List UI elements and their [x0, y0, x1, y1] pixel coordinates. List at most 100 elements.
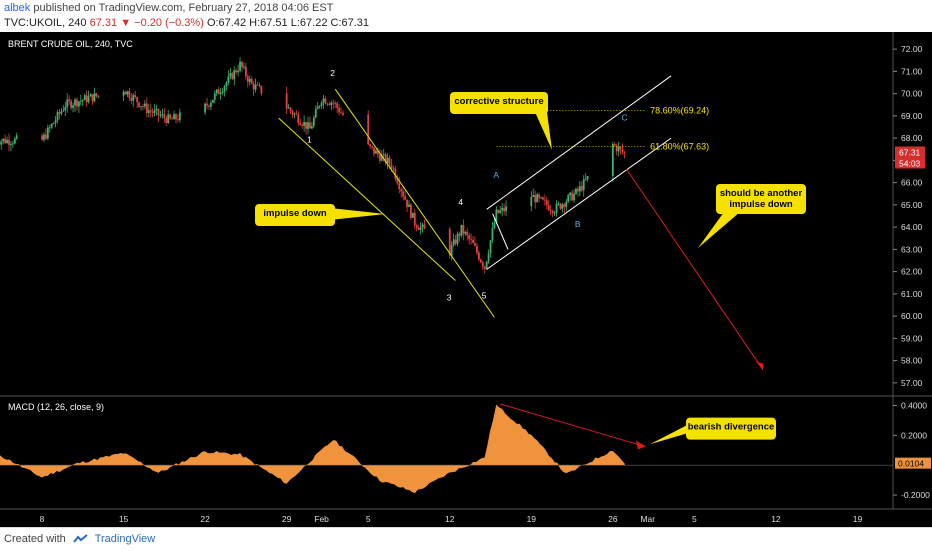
candle-body: [482, 262, 484, 266]
candle-body: [575, 189, 577, 194]
candle-body: [261, 86, 263, 94]
candle-body: [532, 195, 534, 197]
candle-body: [251, 79, 253, 84]
candle-body: [330, 103, 332, 105]
candle-body: [548, 205, 550, 210]
candle-body: [583, 179, 585, 190]
candle-body: [253, 84, 255, 90]
candle-body: [154, 110, 156, 113]
candle-body: [332, 103, 334, 104]
candle-body: [379, 154, 381, 160]
candle-body: [488, 253, 490, 261]
chart-title: BRENT CRUDE OIL, 240, TVC: [8, 39, 133, 49]
candle-body: [538, 194, 540, 197]
candle-body: [132, 95, 134, 101]
candle-body: [494, 223, 496, 229]
candle-body: [303, 122, 305, 126]
candle-body: [472, 240, 474, 243]
candle-body: [391, 164, 393, 168]
fib-level-label: 61.80%(67.63): [650, 141, 709, 151]
candle-body: [125, 92, 127, 95]
candle-body: [158, 109, 160, 115]
candle-body: [12, 143, 14, 144]
tradingview-logo-icon: [73, 534, 89, 544]
price-tick-label: 72.00: [901, 44, 923, 54]
candle-body: [78, 101, 80, 106]
candle-body: [327, 104, 329, 105]
candle-body: [301, 125, 303, 126]
price-tick-label: 63.00: [901, 244, 923, 254]
candle-body: [459, 234, 461, 236]
candle-body: [540, 197, 542, 198]
price-tick-label: 64.00: [901, 222, 923, 232]
time-tick-label: 22: [200, 514, 210, 524]
candle-body: [505, 206, 507, 211]
candle-body: [573, 194, 575, 201]
candle-body: [484, 267, 486, 269]
candle-body: [389, 158, 391, 164]
candle-body: [86, 95, 88, 102]
candle-body: [150, 110, 152, 111]
candle-body: [57, 112, 59, 120]
candle-body: [323, 98, 325, 102]
impulse-callout-text: impulse down: [263, 208, 327, 219]
candle-body: [420, 227, 422, 230]
close-value: C:67.31: [331, 17, 370, 29]
open-value: O:67.42: [207, 17, 246, 29]
candle-body: [295, 114, 297, 115]
candle-body: [480, 260, 482, 263]
candle-body: [455, 239, 457, 243]
candle-body: [206, 104, 208, 106]
candle-body: [212, 100, 214, 103]
candle-body: [208, 106, 210, 107]
author-link[interactable]: albek: [4, 2, 30, 14]
candle-body: [228, 76, 230, 82]
macd-tick-label: -0.2000: [901, 490, 930, 500]
candle-body: [222, 92, 224, 93]
candle-body: [404, 196, 406, 199]
price-tick-label: 58.00: [901, 356, 923, 366]
candle-body: [418, 228, 420, 230]
candle-body: [476, 246, 478, 253]
time-tick-label: 15: [119, 514, 129, 524]
candle-body: [241, 62, 243, 67]
candle-body: [249, 79, 251, 82]
candle-body: [536, 194, 538, 202]
time-tick-label: 8: [40, 514, 45, 524]
price-tick-label: 57.00: [901, 378, 923, 388]
candle-body: [237, 71, 239, 72]
tradingview-brand[interactable]: TradingView: [95, 533, 156, 545]
time-tick-label: 5: [366, 514, 371, 524]
candle-body: [474, 243, 476, 246]
price-tick-label: 70.00: [901, 89, 923, 99]
chart-canvas[interactable]: 72.0071.0070.0069.0068.0067.0066.0065.00…: [0, 32, 932, 527]
candle-body: [233, 70, 235, 79]
candle-body: [257, 85, 259, 86]
low-value: L:67.22: [291, 17, 328, 29]
corrective-callout-text: corrective structure: [454, 96, 543, 107]
candle-body: [51, 124, 53, 127]
candle-body: [136, 97, 138, 102]
candle-body: [128, 91, 130, 98]
wave-label-1: 1: [307, 135, 312, 145]
candle-body: [567, 195, 569, 202]
candle-body: [408, 205, 410, 208]
candle-body: [245, 67, 247, 77]
candle-body: [307, 122, 309, 128]
candle-body: [95, 93, 97, 96]
candle-body: [80, 101, 82, 102]
candle-body: [464, 232, 466, 234]
publish-line: albek published on TradingView.com, Febr…: [4, 2, 333, 14]
candle-body: [470, 239, 472, 240]
time-tick-label: 29: [282, 514, 292, 524]
candle-body: [255, 85, 257, 90]
candle-body: [563, 204, 565, 206]
candle-body: [416, 225, 418, 228]
candle-body: [410, 205, 412, 218]
candle-body: [544, 200, 546, 201]
candle-body: [4, 139, 6, 143]
candle-body: [6, 140, 8, 143]
candle-body: [585, 179, 587, 180]
candle-body: [161, 114, 163, 115]
candle-body: [466, 232, 468, 235]
